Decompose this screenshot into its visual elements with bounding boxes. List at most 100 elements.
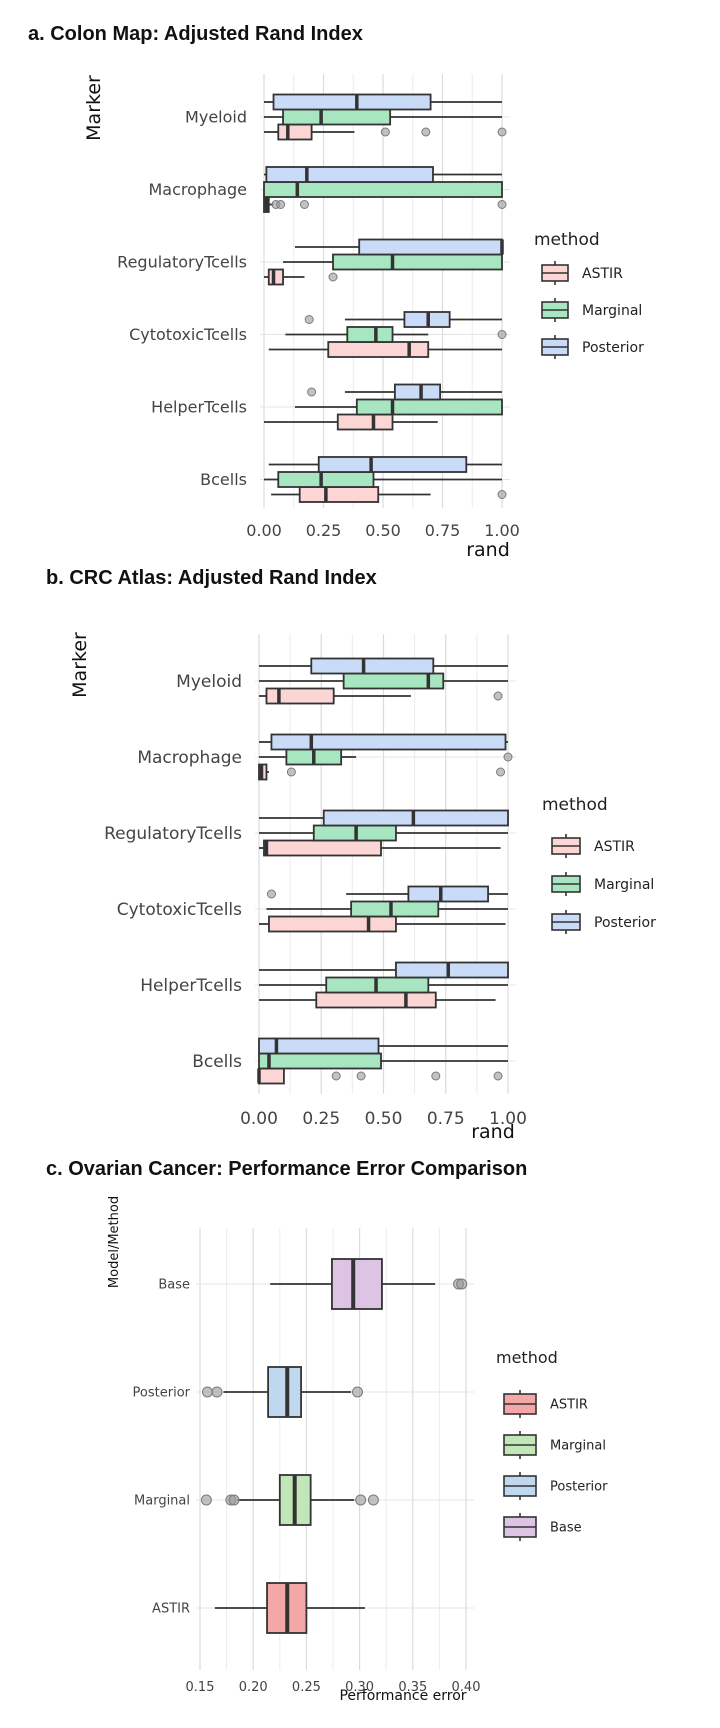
undefined-x-tick-label: 0.50 (365, 521, 401, 540)
undefined-astir-regulatorytcells-outlier (328, 272, 338, 282)
undefined-astir-bcells-outlier (356, 1071, 366, 1081)
undefined-posterior-cytotoxictcells-box (407, 885, 489, 903)
undefined-posterior-cytotoxictcells-outlier (304, 315, 314, 324)
undefined-legend-label-astir: ASTIR (550, 1398, 588, 1413)
undefined-x-tick-label: 0.75 (427, 1109, 465, 1129)
undefined-marginal-bcells-box (277, 471, 375, 488)
undefined-posterior-posterior-outlier (201, 1386, 213, 1398)
undefined-astir-myeloid-outlier (497, 127, 507, 137)
undefined-category-label-bcells: Bcells (192, 1052, 242, 1072)
undefined-category-label-helpertcells: HelperTcells (151, 398, 247, 417)
undefined-posterior-macrophage-box (270, 733, 507, 751)
undefined-posterior-helpertcells-outlier (307, 387, 317, 397)
chart-c-xlabel: Performance error (339, 1688, 466, 1704)
undefined-legend-label-marginal: Marginal (582, 303, 642, 319)
chart-c: c. Ovarian Cancer: Performance Error Com… (46, 1158, 608, 1704)
chart-b: b. CRC Atlas: Adjusted Rand Index Marker… (46, 567, 656, 1140)
undefined-legend-label-marginal: Marginal (594, 877, 654, 893)
chart-a-plot: Myeloid Macrophage RegulatoryTcells Cytotox… (117, 74, 644, 540)
undefined-category-label-regulatorytcells: RegulatoryTcells (117, 253, 247, 272)
undefined-marginal-marginal-outlier (228, 1494, 240, 1506)
undefined-category-label-base: Base (158, 1278, 190, 1293)
undefined-category-label-astir: ASTIR (152, 1602, 190, 1617)
undefined-astir-helpertcells-box (315, 991, 437, 1009)
undefined-posterior-myeloid-box (310, 657, 435, 675)
undefined-astir-bcells-outlier (497, 490, 507, 499)
undefined-category-label-cytotoxictcells: CytotoxicTcells (117, 900, 242, 920)
undefined-astir-bcells-outlier (431, 1071, 441, 1081)
undefined-x-tick-label: 1.00 (484, 521, 520, 540)
undefined-marginal-regulatorytcells-box (332, 253, 503, 271)
undefined-x-tick-label: 0.75 (425, 521, 461, 540)
undefined-base-base-outlier (456, 1278, 468, 1290)
undefined-category-label-myeloid: Myeloid (176, 672, 242, 692)
undefined-astir-regulatorytcells-box (267, 268, 284, 286)
undefined-marginal-bcells-box (258, 1052, 382, 1070)
undefined-x-tick-label: 0.25 (292, 1680, 321, 1695)
undefined-x-tick-label: 0.25 (306, 521, 342, 540)
undefined-posterior-posterior-outlier (211, 1386, 223, 1398)
undefined-marginal-macrophage-box (263, 181, 503, 198)
undefined-marginal-marginal-outlier (355, 1494, 367, 1506)
undefined-astir-cytotoxictcells-box (327, 341, 430, 358)
undefined-category-label-bcells: Bcells (200, 470, 247, 489)
undefined-legend-label-posterior: Posterior (594, 915, 656, 931)
undefined-astir-bcells-outlier (331, 1071, 341, 1081)
undefined-legend-label-posterior: Posterior (582, 340, 644, 356)
undefined-astir-macrophage-outlier (299, 200, 309, 209)
undefined-astir-helpertcells-box (336, 413, 394, 431)
undefined-astir-myeloid-outlier (493, 691, 503, 701)
undefined-posterior-regulatorytcells-box (358, 238, 503, 256)
undefined-posterior-posterior-box (267, 1366, 302, 1418)
undefined-marginal-cytotoxictcells-box (350, 900, 440, 918)
undefined-astir-regulatorytcells-box (263, 839, 382, 857)
undefined-marginal-macrophage-outlier (503, 752, 513, 762)
chart-a-xlabel: rand (466, 539, 510, 560)
undefined-astir-myeloid-outlier (380, 127, 390, 137)
undefined-astir-macrophage-outlier (496, 767, 506, 777)
chart-b-ylabel: Marker (69, 632, 91, 698)
undefined-astir-macrophage-outlier (286, 767, 296, 777)
chart-c-ylabel: Model/Method (107, 1196, 122, 1288)
chart-a-ylabel: Marker (83, 75, 105, 141)
undefined-x-tick-label: 0.15 (186, 1680, 215, 1695)
undefined-posterior-helpertcells-box (393, 383, 442, 401)
undefined-posterior-bcells-box (258, 1037, 380, 1055)
undefined-marginal-cytotoxictcells-outlier (497, 330, 507, 339)
undefined-astir-macrophage-outlier (276, 200, 286, 209)
chart-b-title: b. CRC Atlas: Adjusted Rand Index (46, 567, 377, 589)
chart-a: a. Colon Map: Adjusted Rand Index Marker… (28, 23, 644, 560)
chart-a-legend-title: method (534, 230, 600, 250)
undefined-astir-myeloid-outlier (421, 127, 431, 137)
undefined-category-label-regulatorytcells: RegulatoryTcells (104, 824, 242, 844)
undefined-astir-myeloid-box (265, 687, 335, 705)
undefined-astir-bcells-outlier (493, 1071, 503, 1081)
undefined-category-label-myeloid: Myeloid (185, 108, 247, 127)
chart-b-plot: Myeloid Macrophage RegulatoryTcells Cytotox… (104, 634, 656, 1129)
undefined-legend-label-posterior: Posterior (550, 1480, 608, 1495)
undefined-marginal-cytotoxictcells-box (346, 326, 394, 343)
undefined-posterior-posterior-outlier (351, 1386, 363, 1398)
undefined-category-label-cytotoxictcells: CytotoxicTcells (129, 325, 247, 344)
undefined-x-tick-label: 0.25 (302, 1109, 340, 1129)
undefined-legend-label-base: Base (550, 1521, 582, 1536)
undefined-category-label-macrophage: Macrophage (148, 180, 247, 199)
undefined-category-label-helpertcells: HelperTcells (140, 976, 242, 996)
undefined-category-label-macrophage: Macrophage (137, 748, 242, 768)
undefined-x-tick-label: 0.20 (239, 1680, 268, 1695)
undefined-marginal-myeloid-box (282, 108, 392, 126)
chart-c-plot: Base Posterior Marginal ASTIR 0.15 0.20 0.25 0.… (133, 1228, 608, 1695)
undefined-astir-bcells-box (298, 486, 380, 503)
undefined-posterior-bcells-box (317, 456, 468, 473)
undefined-marginal-marginal-outlier (200, 1494, 212, 1506)
undefined-marginal-marginal-outlier (367, 1494, 379, 1506)
undefined-astir-bcells-box (258, 1067, 285, 1085)
undefined-legend-label-marginal: Marginal (550, 1439, 606, 1454)
chart-a-title: a. Colon Map: Adjusted Rand Index (28, 23, 363, 45)
undefined-posterior-helpertcells-box (395, 961, 509, 979)
undefined-posterior-regulatorytcells-box (322, 809, 509, 827)
undefined-category-label-posterior: Posterior (133, 1386, 191, 1401)
undefined-x-tick-label: 0.50 (365, 1109, 403, 1129)
undefined-astir-myeloid-box (277, 123, 313, 141)
undefined-x-tick-label: 0.30 (345, 1680, 374, 1695)
